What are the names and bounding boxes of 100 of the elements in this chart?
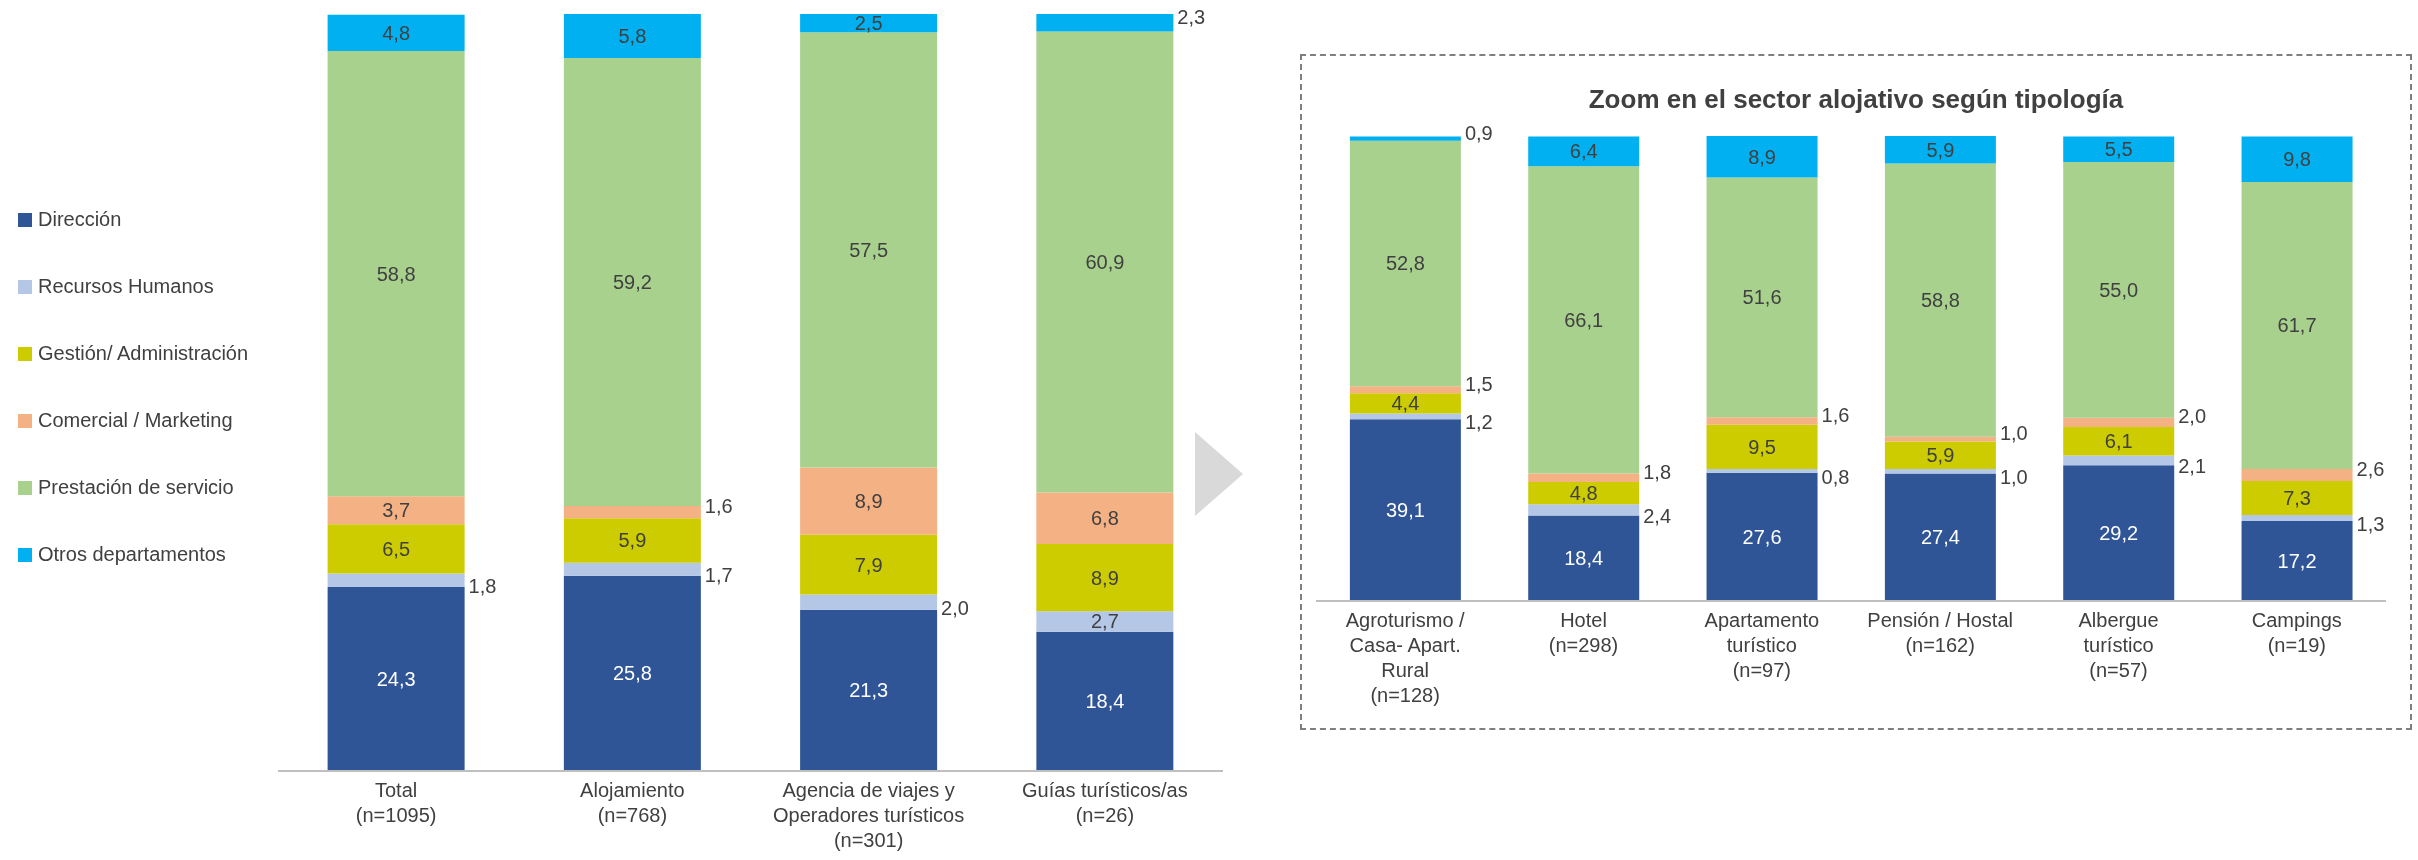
bar [2063,455,2175,466]
data-label: 4,4 [1391,392,1420,415]
data-label: 8,9 [1748,145,1776,168]
data-label: 2,1 [2178,455,2207,478]
bar [563,562,701,576]
data-label: 51,6 [1742,286,1782,309]
bar [2241,468,2353,482]
data-label: 5,9 [1926,444,1955,467]
x-tick-label: Guías turísticos/as (n=26) [1022,779,1188,826]
data-label: 1,6 [704,495,733,518]
data-label: 1,8 [468,575,497,598]
data-label: 57,5 [849,238,889,261]
data-label: 2,0 [941,597,969,620]
bar [1036,492,1174,544]
bar [1036,631,1174,771]
data-label: 1,0 [1999,422,2028,445]
bar [2241,481,2353,515]
bar [1706,417,1818,425]
data-label: 2,0 [2178,405,2207,428]
data-label: 5,9 [1926,138,1955,161]
data-label: 4,8 [1569,482,1598,505]
bar [1706,472,1818,601]
data-label: 2,7 [1090,610,1119,633]
data-label: 27,6 [1742,525,1782,548]
data-label: 27,4 [1920,526,1960,549]
bar [1036,611,1174,632]
data-label: 66,1 [1564,308,1604,331]
bar [1036,543,1174,612]
bar [327,587,465,771]
bar [1528,481,1640,505]
data-label: 2,5 [854,12,883,35]
data-label: 8,9 [1090,566,1119,589]
data-label: 0,9 [1464,121,1493,144]
bar [327,496,465,525]
x-tick-label: Hotel (n=298) [1548,609,1619,656]
bar [2241,136,2353,183]
bar [1528,166,1640,474]
bar [1036,14,1174,32]
bar [2241,514,2353,522]
bar [1349,419,1461,601]
data-label: 3,7 [382,499,411,522]
data-label: 5,9 [618,529,647,552]
data-label: 61,7 [2277,314,2317,337]
data-label: 52,8 [1385,252,1425,275]
data-label: 7,3 [2283,487,2311,509]
bar [563,575,701,771]
data-label: 0,8 [1821,465,1850,488]
data-label: 6,4 [1569,140,1598,163]
data-label: 18,4 [1564,547,1604,570]
data-label: 6,8 [1090,507,1119,530]
data-label: 7,9 [854,553,883,576]
data-label: 6,5 [382,537,411,560]
legend-label: Recursos Humanos [38,275,214,298]
data-label: 59,2 [612,270,652,293]
bar [800,14,938,33]
bar [2063,162,2175,418]
data-label: 9,8 [2283,148,2311,171]
data-label: 58,8 [376,262,416,285]
data-label: 24,3 [376,668,416,691]
legend-label: Prestación de servicio [38,476,234,499]
bar [1884,473,1996,601]
x-tick-label: Agroturismo / Casa- Apart. Rural (n=128) [1345,609,1466,706]
bar [1884,436,1996,442]
data-label: 17,2 [2277,550,2317,573]
bar [563,14,701,58]
bar [1349,393,1461,414]
bar [563,518,701,563]
bar [1349,413,1461,420]
bar [1706,468,1818,473]
bar [800,467,938,535]
data-label: 58,8 [1920,289,1960,312]
bar [2241,182,2353,469]
bar [800,32,938,468]
bar [327,524,465,574]
bar [327,51,465,497]
bar [1884,163,1996,437]
legend-label: Gestión/ Administración [38,342,249,365]
data-label: 1,8 [1643,460,1672,483]
bar [327,573,465,588]
data-label: 1,6 [1821,404,1850,427]
legend-label: Dirección [38,208,122,231]
data-label: 2,4 [1643,504,1672,527]
bar [1706,177,1818,418]
bar [1528,136,1640,167]
bar [800,594,938,610]
bar [2063,465,2175,601]
bar [2063,417,2175,428]
bar [1884,441,1996,469]
data-label: 5,5 [2104,138,2133,161]
bar [563,57,701,507]
data-label: 1,0 [1999,466,2028,489]
bar [1349,136,1461,141]
data-label: 1,7 [704,564,733,587]
bar [1706,136,1818,178]
data-label: 6,1 [2104,430,2133,453]
data-label: 21,3 [849,679,889,702]
bar [800,609,938,771]
data-label: 55,0 [2099,278,2139,301]
bar [1528,473,1640,482]
bar [1349,140,1461,387]
